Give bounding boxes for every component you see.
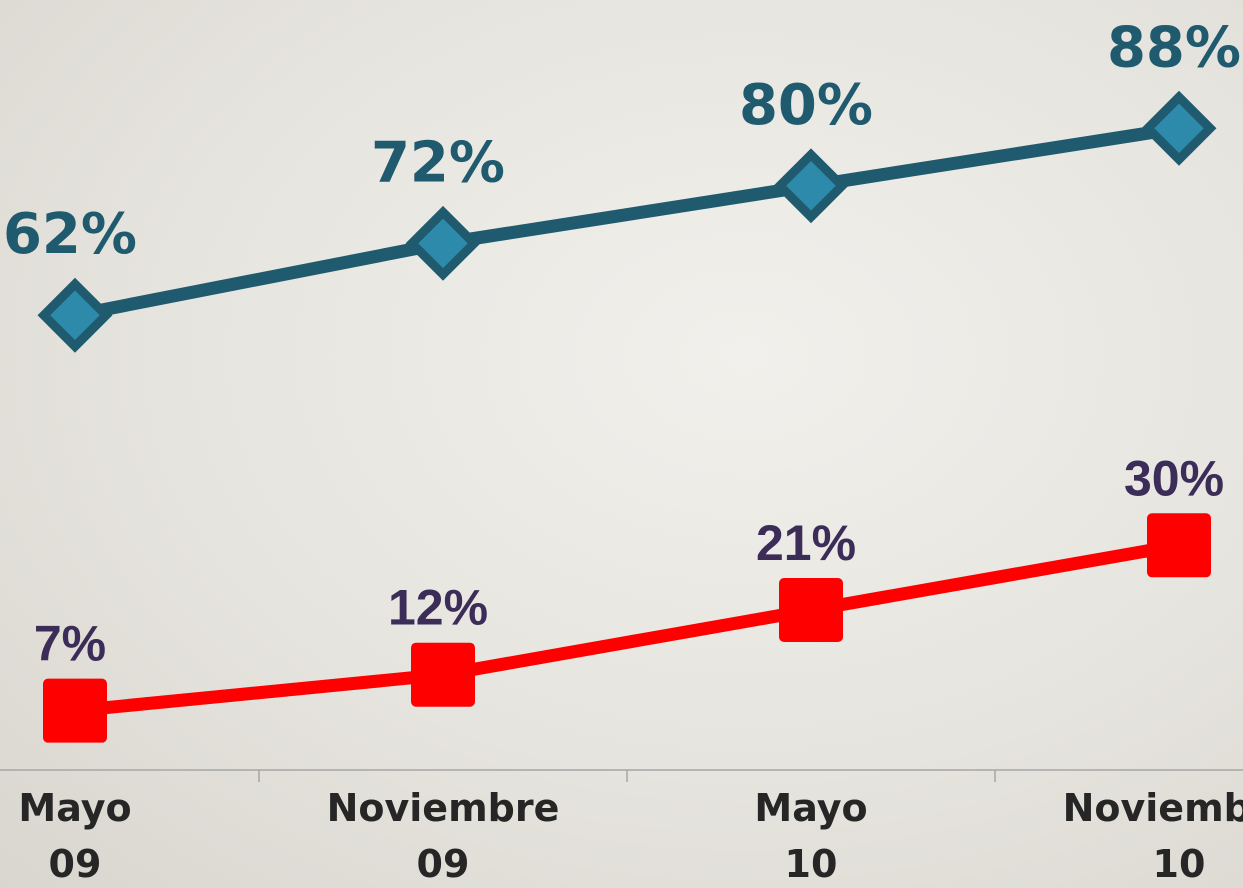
data-label: 80% — [739, 73, 873, 138]
data-label: 7% — [34, 616, 106, 672]
marker — [405, 205, 481, 281]
data-label: 62% — [3, 202, 137, 267]
line — [73, 121, 1181, 322]
x-tick-label: Noviembre 09 — [326, 786, 560, 886]
data-label: 30% — [1124, 450, 1224, 506]
data-label: 12% — [388, 580, 488, 636]
line — [74, 538, 1181, 718]
x-tick-label: Noviembre 10 — [1062, 786, 1243, 886]
marker — [779, 578, 843, 643]
data-label: 21% — [756, 515, 856, 571]
x-tick-label: Mayo 10 — [754, 786, 868, 886]
marker — [411, 642, 475, 707]
marker — [1147, 513, 1211, 578]
data-label: 88% — [1107, 15, 1241, 80]
marker — [43, 678, 107, 743]
marker — [773, 148, 849, 224]
data-label: 72% — [371, 130, 505, 195]
marker — [1141, 90, 1217, 166]
x-tick-label: Mayo 09 — [18, 786, 132, 886]
marker — [37, 277, 113, 353]
